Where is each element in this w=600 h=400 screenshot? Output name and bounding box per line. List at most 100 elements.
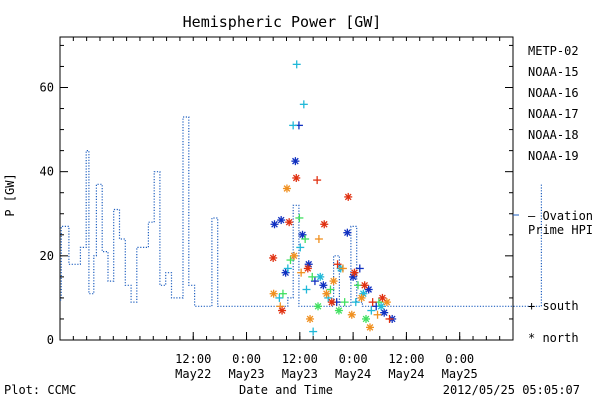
data-point	[334, 306, 343, 315]
legend-entry: NOAA-19	[528, 149, 579, 163]
marker-stroke	[285, 218, 293, 226]
data-point	[291, 157, 300, 166]
marker-stroke	[305, 260, 313, 268]
data-point	[299, 100, 308, 109]
data-point	[365, 323, 374, 332]
data-point	[285, 218, 294, 227]
marker-stroke	[283, 185, 291, 192]
north-symbol-key: * north	[528, 331, 579, 345]
legend-entry: METP-02	[528, 44, 579, 58]
plot-credit: Plot: CCMC	[4, 383, 76, 397]
x-tick-time: 12:00	[282, 352, 318, 366]
marker-stroke	[306, 315, 314, 323]
marker-stroke	[351, 269, 358, 277]
x-tick-date: May23	[228, 367, 264, 381]
marker-stroke	[377, 302, 385, 310]
x-axis-label: Date and Time	[239, 383, 333, 397]
data-point	[302, 285, 311, 294]
marker-stroke	[365, 286, 373, 293]
ovation-legend-line1: — Ovation	[528, 209, 593, 223]
marker-stroke	[320, 220, 328, 228]
x-tick-time: 0:00	[232, 352, 261, 366]
data-point	[297, 268, 306, 277]
marker-stroke	[278, 307, 286, 314]
marker-stroke	[358, 294, 365, 302]
data-point	[269, 289, 278, 298]
ovation-legend-line2: Prime HPI	[528, 223, 593, 237]
data-point	[316, 272, 325, 281]
y-tick-label: 60	[40, 81, 54, 95]
data-point	[373, 310, 382, 319]
data-point	[327, 298, 336, 307]
legend-entry: NOAA-18	[528, 128, 579, 142]
marker-stroke	[299, 231, 306, 239]
marker-stroke	[328, 298, 336, 306]
marker-stroke	[383, 298, 391, 306]
data-point	[306, 314, 315, 323]
y-axis-label: P [GW]	[3, 173, 17, 216]
marker-stroke	[366, 324, 374, 331]
marker-stroke	[314, 302, 322, 310]
x-tick-date: May25	[442, 367, 478, 381]
marker-stroke	[380, 309, 388, 316]
x-tick-time: 12:00	[388, 352, 424, 366]
marker-stroke	[330, 277, 337, 285]
data-point	[298, 230, 307, 239]
data-point	[278, 289, 287, 298]
data-point	[277, 216, 286, 225]
y-tick-label: 40	[40, 165, 54, 179]
x-tick-time: 12:00	[175, 352, 211, 366]
marker-stroke	[362, 315, 370, 323]
marker-stroke	[320, 281, 327, 289]
south-symbol-key: + south	[528, 299, 579, 313]
data-point	[361, 314, 370, 323]
data-point	[380, 308, 389, 317]
marker-stroke	[292, 174, 300, 182]
y-tick-label: 20	[40, 249, 54, 263]
y-tick-label: 0	[47, 333, 54, 347]
data-point	[357, 293, 366, 302]
data-point	[333, 260, 342, 269]
legend-entry: NOAA-16	[528, 86, 579, 100]
data-point	[310, 277, 319, 286]
data-point	[303, 264, 312, 273]
data-point	[286, 256, 295, 265]
marker-stroke	[335, 307, 343, 314]
marker-stroke	[344, 229, 351, 237]
data-point	[295, 213, 304, 222]
data-point	[340, 298, 349, 307]
x-tick-date: May23	[282, 367, 318, 381]
x-axis: 12:00May220:00May2312:00May230:00May2412…	[59, 37, 514, 381]
marker-stroke	[348, 311, 356, 319]
marker-stroke	[271, 220, 278, 228]
legend-entry: NOAA-15	[528, 65, 579, 79]
y-axis: 0 20 40 60	[40, 44, 513, 347]
data-point	[322, 289, 331, 298]
data-point	[314, 235, 323, 243]
data-point	[326, 285, 335, 294]
data-point	[360, 281, 369, 290]
marker-stroke	[304, 265, 312, 272]
data-point	[350, 268, 359, 277]
marker-stroke	[290, 252, 298, 260]
legend-entry: NOAA-17	[528, 107, 579, 121]
satellite-points	[269, 60, 397, 336]
x-tick-date: May22	[175, 367, 211, 381]
data-point	[385, 314, 394, 323]
data-point	[292, 60, 301, 69]
data-point	[289, 121, 298, 130]
data-point	[367, 306, 376, 315]
plot-timestamp: 2012/05/25 05:05:07	[443, 383, 580, 397]
data-point	[314, 302, 323, 311]
data-point	[329, 277, 338, 286]
chart-title: Hemispheric Power [GW]	[183, 13, 382, 31]
data-point	[308, 272, 317, 281]
data-point	[290, 251, 299, 260]
data-point	[319, 281, 328, 290]
marker-stroke	[344, 193, 352, 201]
data-point	[292, 173, 301, 182]
marker-stroke	[292, 157, 299, 165]
data-point	[368, 298, 377, 307]
data-point	[343, 228, 352, 237]
